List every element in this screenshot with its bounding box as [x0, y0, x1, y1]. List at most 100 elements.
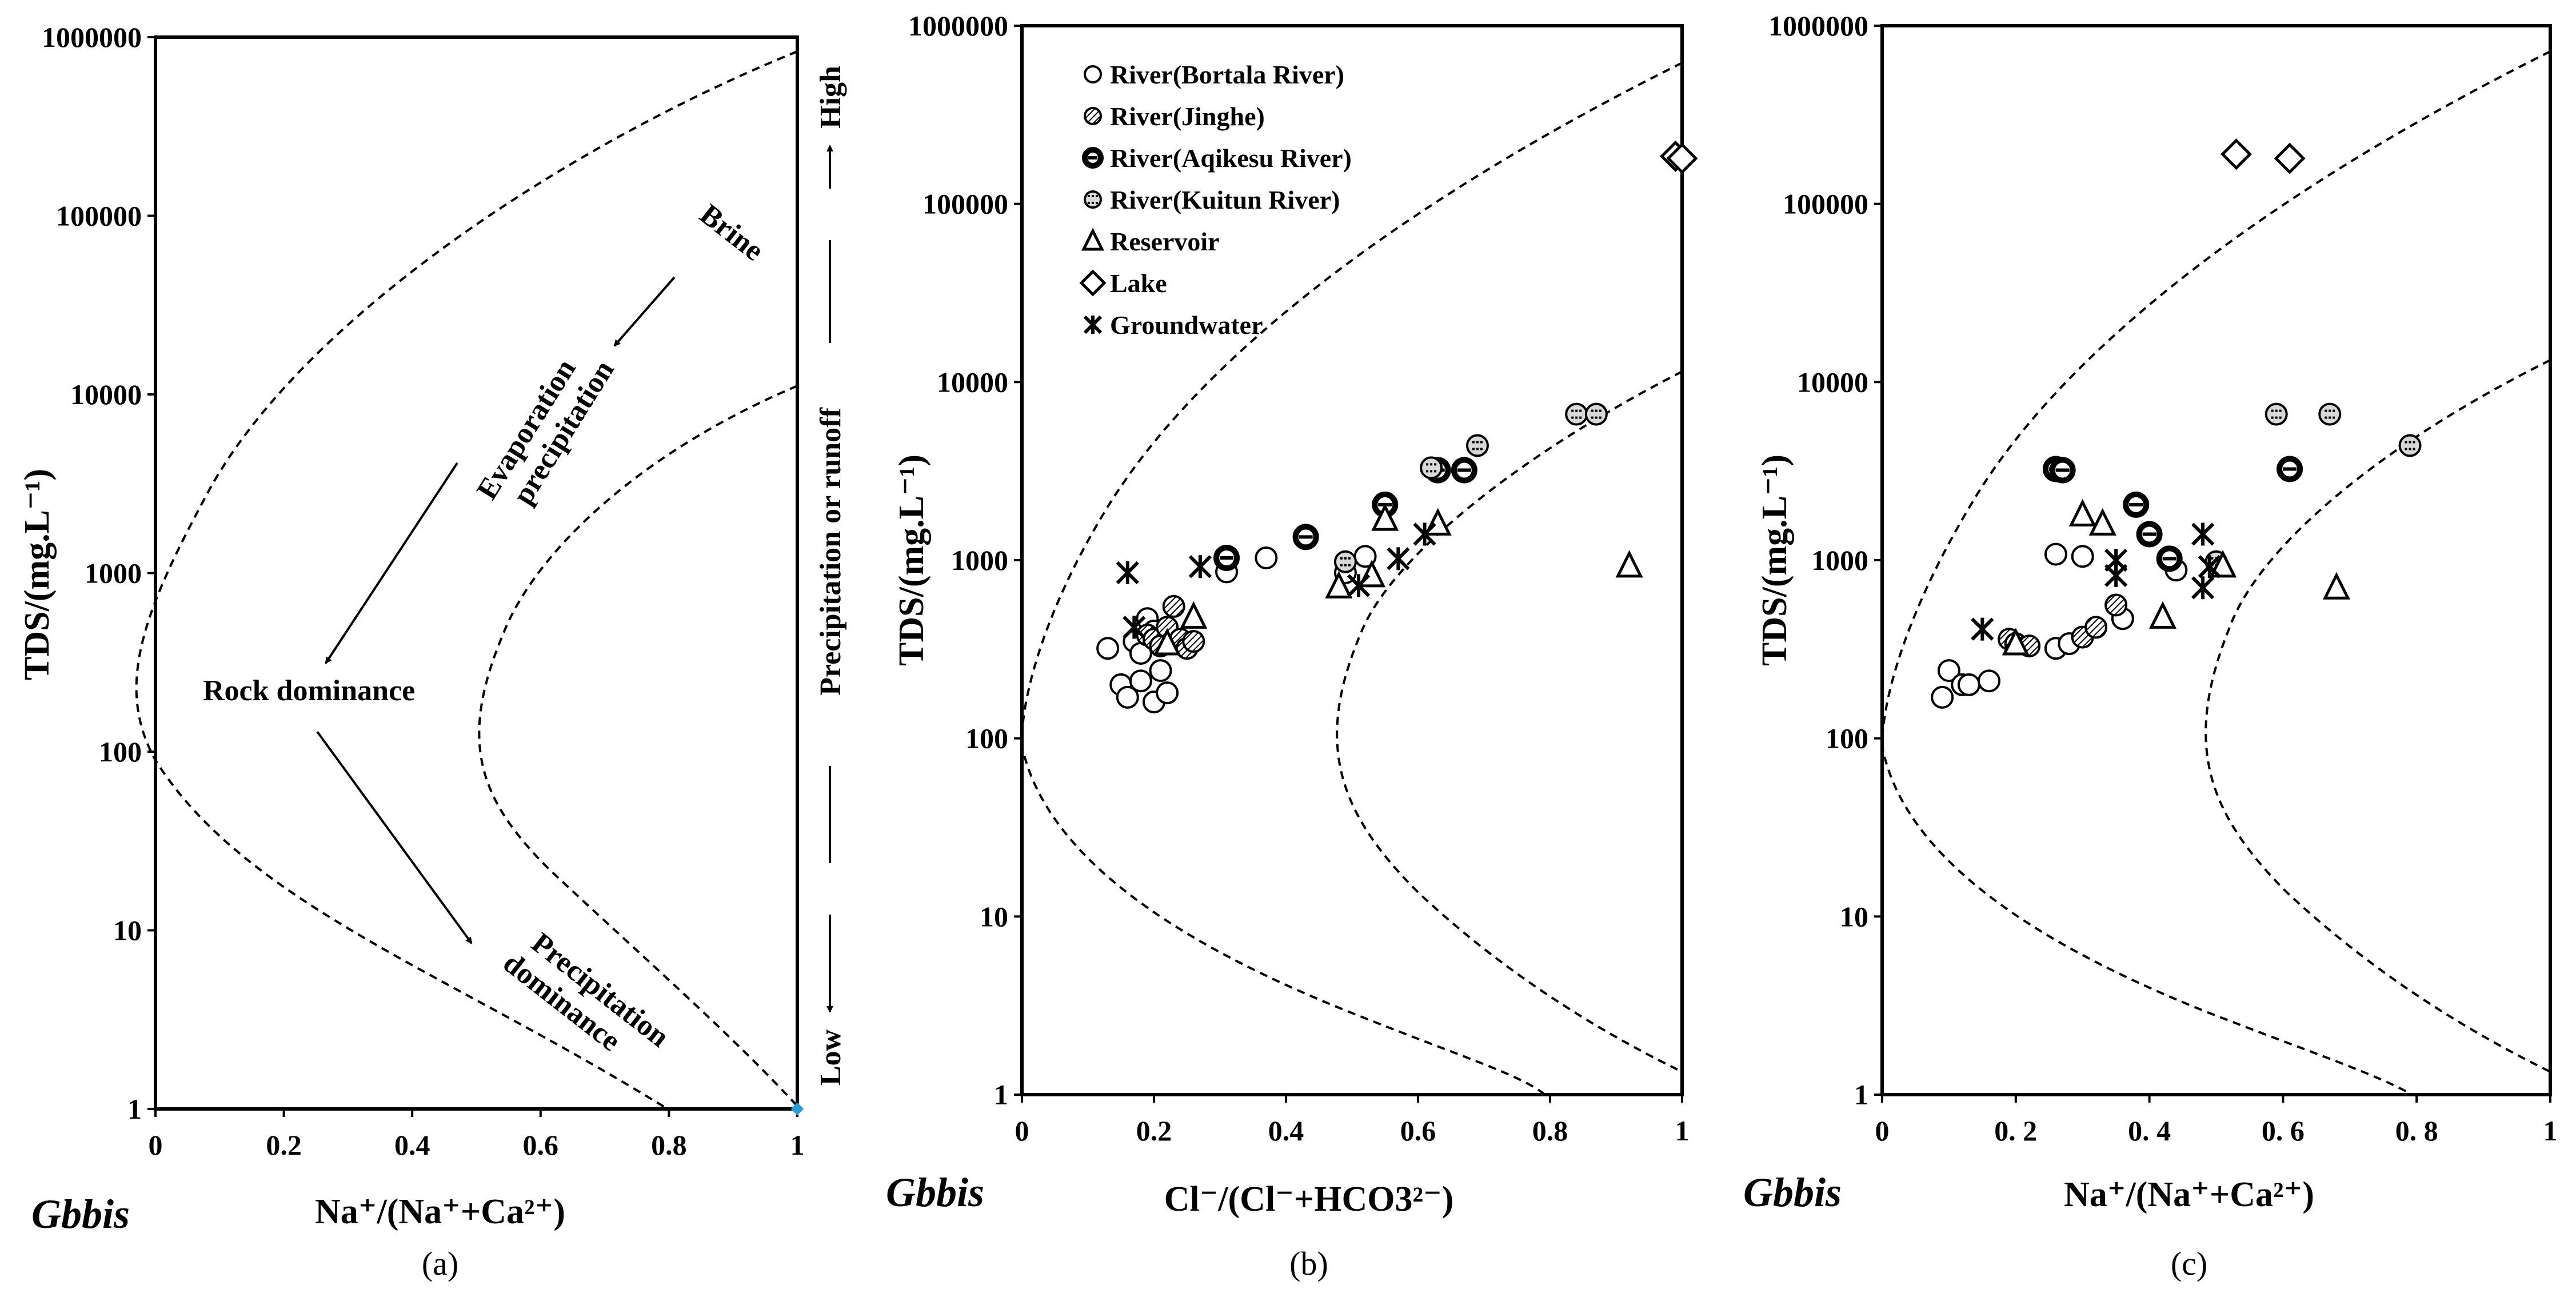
data-point: [790, 1102, 804, 1116]
river-kuitun-river-point: [2318, 402, 2342, 426]
panel-c-x-label: Na⁺/(Na⁺+Ca²⁺): [2064, 1175, 2314, 1214]
reservoir-point: [2088, 508, 2116, 536]
panel-b-points: [1096, 140, 1698, 714]
y-tick-label: 100000: [56, 200, 142, 232]
panel-b-x-label: Cl⁻/(Cl⁻+HCO3²⁻): [1164, 1180, 1454, 1219]
reservoir-point: [2002, 628, 2030, 656]
panel-c-axes: 1 10 100 1000 10000 100000 1000000 0 0. 2 0. 4 0. …: [1768, 10, 2558, 1147]
y-tick-label: 1000: [85, 557, 142, 589]
x-tick-label: 0.4: [394, 1129, 430, 1161]
x-tick-label: 0.4: [1268, 1115, 1304, 1147]
y-tick-label: 10: [980, 900, 1008, 932]
panel-a-points: [790, 1102, 804, 1116]
panel-b-outer-envelope: [1020, 62, 1683, 1096]
panel-c-gbbis-label: Gbbis: [1743, 1170, 1842, 1215]
x-tick-label: 0.2: [1136, 1115, 1172, 1147]
reservoir-point: [2209, 550, 2237, 578]
panel-c-outer-envelope: [1880, 50, 2551, 1096]
river-aqikesu-river-point: [1451, 457, 1477, 484]
river-bortala-river-point: [1116, 685, 1139, 709]
x-tick-label: 0: [149, 1129, 163, 1161]
y-tick-label: 10: [113, 915, 142, 947]
x-tick-label: 0: [1875, 1115, 1890, 1147]
panel-c-frame: [1880, 24, 2552, 1096]
panel-c-y-label: TDS/(mg.L⁻¹): [1755, 454, 1794, 666]
rock-dominance-text: Rock dominance: [203, 675, 415, 707]
panel-a-caption: (a): [422, 1245, 458, 1282]
precipitation-runoff-text: Precipitation or runoff: [814, 408, 847, 696]
river-kuitun-river-point: [1333, 550, 1357, 573]
panel-c-inner-envelope: [2204, 359, 2551, 1073]
evaporation-label: Evaporation precipitation: [470, 353, 620, 510]
x-tick-label: 1: [790, 1129, 805, 1161]
river-aqikesu-river-point: [2277, 456, 2303, 482]
panel-a-gbbis-label: Gbbis: [31, 1191, 130, 1237]
river-aqikesu-river-point: [1292, 524, 1319, 550]
panel-a-frame: [154, 35, 799, 1111]
river-jinghe-point: [2104, 593, 2128, 617]
groundwater-point: [2191, 576, 2215, 600]
panel-b-inner-envelope: [1336, 370, 1683, 1073]
brine-text: Brine: [694, 198, 770, 267]
legend-marker: [1079, 269, 1107, 297]
reservoir-point: [2322, 572, 2350, 600]
x-tick-label: 0.8: [651, 1129, 687, 1161]
legend-label: Groundwater: [1110, 310, 1263, 340]
panel-b: 1 10 100 1000 10000 100000 1000000 0 0.2 0.4 0.6 0.…: [886, 10, 1698, 1282]
y-tick-label: 1: [1854, 1079, 1868, 1111]
groundwater-point: [1387, 547, 1410, 570]
river-bortala-river-point: [1957, 673, 1980, 696]
y-tick-label: 1000000: [42, 21, 142, 53]
y-tick-label: 10000: [70, 378, 142, 410]
x-tick-label: 0. 4: [2128, 1115, 2171, 1147]
panel-a-axes: 1 10 100 1000 10000 100000 1000000 0 0.2 0.4 0.6 0.…: [42, 21, 805, 1161]
lake-point: [1666, 142, 1698, 174]
y-tick-label: 100: [965, 723, 1008, 755]
y-tick-label: 1000: [1811, 544, 1868, 576]
legend-marker: [1082, 147, 1104, 169]
y-tick-label: 100: [99, 736, 142, 768]
panel-c-points: [1931, 138, 2422, 709]
groundwater-point: [1188, 555, 1212, 578]
legend-label: Lake: [1110, 269, 1167, 298]
river-bortala-river-point: [2044, 542, 2067, 566]
river-bortala-river-point: [1096, 637, 1120, 660]
panel-a-x-label: Na⁺/(Na⁺+Ca²⁺): [315, 1192, 565, 1231]
x-tick-label: 0.8: [1532, 1115, 1568, 1147]
legend-label: River(Aqikesu River): [1110, 143, 1352, 173]
x-tick-label: 0.6: [1400, 1115, 1436, 1147]
river-kuitun-river-point: [1465, 434, 1489, 457]
river-aqikesu-river-point: [2049, 457, 2076, 484]
y-tick-label: 10000: [937, 366, 1008, 398]
x-tick-label: 0.6: [523, 1129, 559, 1161]
brine-arrow: [613, 276, 676, 347]
river-bortala-river-point: [1937, 659, 1960, 683]
river-aqikesu-river-point: [2136, 521, 2163, 548]
river-jinghe-point: [2084, 616, 2108, 639]
river-jinghe-point: [1182, 630, 1205, 653]
x-tick-label: 1: [1675, 1115, 1690, 1147]
river-bortala-river-point: [1156, 681, 1179, 705]
y-tick-label: 100: [1826, 723, 1868, 755]
y-tick-label: 1: [127, 1093, 142, 1125]
legend-marker: [1084, 107, 1102, 125]
y-tick-label: 1000: [951, 544, 1008, 576]
low-text: Low: [814, 1029, 847, 1086]
reservoir-point: [1153, 628, 1181, 656]
y-tick-label: 10: [1840, 900, 1868, 932]
groundwater-point: [1116, 561, 1139, 585]
groundwater-point: [2104, 548, 2128, 572]
river-bortala-river-point: [1129, 669, 1152, 693]
legend-label: River(Jinghe): [1110, 102, 1265, 131]
y-tick-label: 100000: [1783, 188, 1868, 220]
precipitation-dominance-label: Precipitation dominance: [497, 927, 675, 1057]
x-tick-label: 1: [2543, 1115, 2558, 1147]
river-bortala-river-point: [1255, 546, 1278, 569]
panel-b-legend: River(Bortala River) River(Jinghe) River(A…: [1079, 60, 1352, 340]
legend-marker: [1084, 190, 1102, 209]
high-text: High: [814, 66, 847, 129]
river-jinghe-point: [1162, 594, 1185, 618]
river-bortala-river-point: [1931, 685, 1954, 709]
river-kuitun-river-point: [1565, 402, 1588, 426]
panel-b-caption: (b): [1289, 1245, 1328, 1282]
